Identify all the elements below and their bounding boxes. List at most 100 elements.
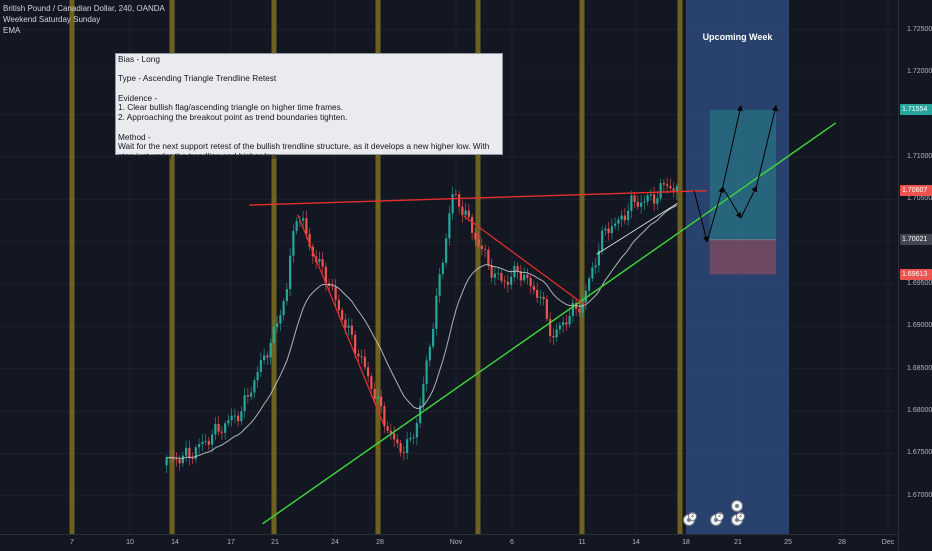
- candle-body: [350, 325, 353, 335]
- candle-body: [285, 289, 288, 302]
- candle-body: [588, 278, 591, 291]
- candle-body: [467, 210, 470, 218]
- economic-event-flag[interactable]: 2: [731, 512, 745, 526]
- candle-body: [256, 371, 259, 381]
- time-tick-label: 21: [271, 539, 279, 546]
- candle-body: [250, 392, 253, 397]
- notes-evidence-title: Evidence -: [118, 92, 158, 103]
- economic-event-flag[interactable]: [731, 500, 743, 512]
- candle-body: [276, 323, 279, 328]
- event-count: 2: [715, 512, 724, 521]
- candle-body: [542, 296, 545, 300]
- candle-body: [191, 458, 194, 459]
- projection-arrows[interactable]: [693, 104, 778, 243]
- notes-type: Type - Ascending Triangle Trendline Rete…: [118, 73, 277, 84]
- candle-body: [484, 248, 487, 250]
- candle-body: [503, 280, 506, 282]
- candle-body: [376, 396, 379, 399]
- support-trendline: [262, 122, 837, 525]
- candle-body: [432, 328, 435, 347]
- candle-body: [545, 299, 548, 320]
- candle-body: [396, 439, 399, 444]
- time-tick-label: 6: [510, 539, 514, 546]
- candle-body: [292, 231, 295, 256]
- projection-arrow: [722, 187, 742, 219]
- time-tick-label: 14: [632, 539, 640, 546]
- candle-body: [360, 356, 363, 358]
- candle-body: [474, 232, 477, 240]
- candle-body: [539, 296, 542, 298]
- position-target-zone: [709, 109, 776, 240]
- projection-arrow: [706, 186, 725, 242]
- candle-body: [406, 439, 409, 453]
- time-axis[interactable]: 7 10 14 17 21 24 28 Nov 6 11 14 18 21 25 28 Dec: [0, 534, 898, 551]
- candle-body: [220, 431, 223, 433]
- candle-body: [318, 259, 321, 262]
- candle-body: [178, 459, 181, 464]
- economic-event-flag[interactable]: 2: [683, 512, 697, 526]
- candle-body: [656, 198, 659, 204]
- candle-body: [425, 360, 428, 384]
- projection-arrow: [740, 185, 757, 219]
- candle-body: [370, 376, 373, 389]
- candle-body: [237, 415, 240, 422]
- candle-body: [279, 315, 282, 324]
- symbol-title[interactable]: British Pound / Canadian Dollar, 240, OA…: [3, 4, 165, 13]
- candle-body: [552, 335, 555, 338]
- price-tick-label: 1.67000: [907, 491, 932, 499]
- candle-body: [662, 183, 665, 185]
- candle-body: [344, 319, 347, 328]
- candle-body: [243, 395, 246, 412]
- economic-event-flag[interactable]: 2: [710, 512, 724, 526]
- candle-body: [649, 194, 652, 196]
- candle-body: [438, 274, 441, 296]
- trade-notes-textbox[interactable]: Bias - Long Type - Ascending Triangle Tr…: [115, 53, 503, 161]
- candle-body: [380, 396, 383, 407]
- upcoming-week-label: Upcoming Week: [702, 32, 773, 42]
- candle-body: [266, 355, 269, 358]
- weekend-session-bar: [69, 0, 75, 534]
- candle-body: [448, 213, 451, 239]
- candle-body: [584, 290, 587, 303]
- long-position-tool[interactable]: [709, 109, 776, 275]
- channel-line: [596, 203, 678, 255]
- notes-method-line-1: Wait for the next support retest of the …: [118, 141, 490, 152]
- projection-target-arrow: [722, 104, 743, 188]
- price-tick-label: 1.70500: [907, 195, 932, 203]
- candle-body: [581, 302, 584, 313]
- price-axis[interactable]: 1.725001.720001.715001.710001.705001.700…: [898, 0, 932, 550]
- event-count: 2: [688, 512, 697, 521]
- chart-legend: British Pound / Canadian Dollar, 240, OA…: [3, 3, 165, 36]
- session-indicator-label[interactable]: Weekend Saturday Sunday: [3, 15, 101, 24]
- candle-body: [627, 210, 630, 221]
- notes-method-title: Method -: [118, 131, 151, 142]
- trendlines[interactable]: [249, 122, 837, 525]
- candle-body: [402, 452, 405, 454]
- weekend-session-bar: [677, 0, 683, 534]
- candle-body: [445, 238, 448, 263]
- candle-body: [354, 334, 357, 354]
- candle-body: [497, 273, 500, 275]
- candle-body: [523, 274, 526, 281]
- candle-body: [630, 195, 633, 211]
- candle-body: [357, 353, 360, 357]
- time-tick-label: 14: [171, 539, 179, 546]
- candle-body: [435, 295, 438, 329]
- candle-body: [464, 210, 467, 216]
- position-stop-zone: [709, 239, 776, 275]
- price-tick-label: 1.72000: [907, 68, 932, 76]
- candle-body: [214, 423, 217, 435]
- candle-body: [259, 360, 262, 372]
- candle-body: [389, 430, 392, 434]
- notes-evidence: Evidence - 1. Clear bullish flag/ascendi…: [118, 92, 500, 123]
- weekend-session-bar: [271, 0, 277, 534]
- time-tick-label: 17: [227, 539, 235, 546]
- time-tick-label: 11: [578, 539, 586, 546]
- candle-body: [646, 195, 649, 202]
- ema-indicator-label[interactable]: EMA: [3, 26, 21, 35]
- candle-body: [272, 327, 275, 344]
- price-badge: 1.70607: [900, 184, 932, 196]
- notes-evidence-2: 2. Approaching the breakout point as tre…: [118, 112, 348, 123]
- candle-body: [601, 230, 604, 251]
